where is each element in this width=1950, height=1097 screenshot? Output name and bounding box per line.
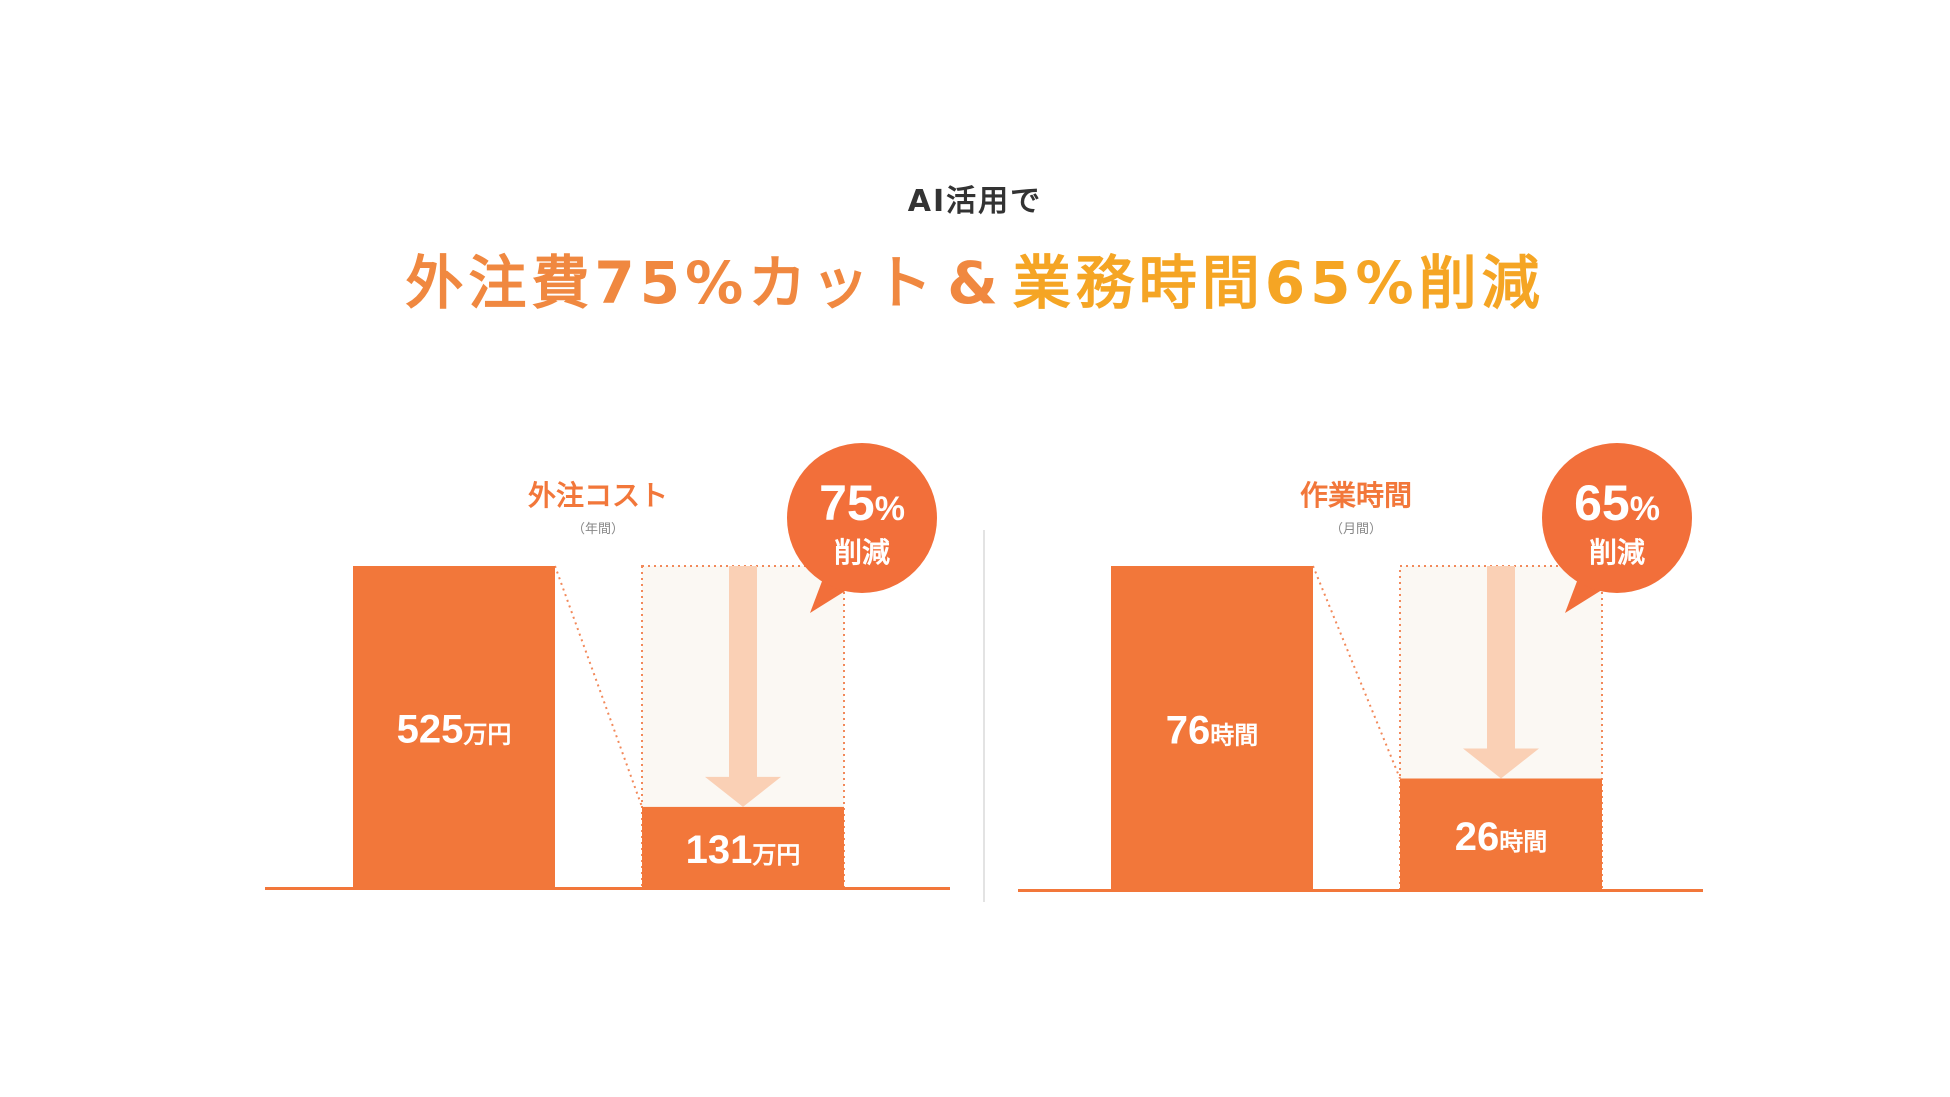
- bar-after-label-1: 131万円: [686, 828, 801, 872]
- center-divider: [983, 530, 985, 902]
- badge-label-1: 削減: [834, 536, 890, 569]
- bar-after-2: [1400, 778, 1602, 889]
- headline: 外注費75%カット & 業務時間65%削減: [0, 236, 1950, 320]
- connector-line-2: [1312, 565, 1401, 779]
- bar-after-label-2: 26時間: [1455, 815, 1548, 859]
- headline-cost-cut: 外注費75%カット: [405, 249, 938, 317]
- reduction-arrow-2: [1463, 566, 1539, 779]
- reduction-arrow-1: [705, 566, 781, 807]
- connector-line-1: [554, 565, 643, 808]
- chart-title-1: 外注コスト: [528, 479, 668, 512]
- headline-ampersand: &: [947, 249, 1003, 317]
- baseline-2: [1018, 889, 1703, 892]
- bar-before-2: [1111, 566, 1313, 889]
- chart-period-1: （年間）: [572, 522, 624, 537]
- badge-percent-2: 65%: [1574, 475, 1660, 531]
- headline-time-reduction: 業務時間65%削減: [1012, 249, 1545, 317]
- reduction-badge-1: [787, 443, 937, 593]
- subtitle: AI活用で: [907, 184, 1043, 219]
- chart-period-2: （月間）: [1330, 522, 1382, 537]
- badge-percent-1: 75%: [819, 475, 905, 531]
- reduction-badge-2: [1542, 443, 1692, 593]
- bar-before-label-1: 525万円: [397, 708, 512, 752]
- bar-before-label-2: 76時間: [1166, 709, 1259, 753]
- badge-label-2: 削減: [1589, 536, 1645, 569]
- chart-title-2: 作業時間: [1300, 479, 1412, 512]
- baseline-1: [265, 887, 950, 890]
- bar-after-1: [642, 806, 844, 887]
- bar-before-1: [353, 566, 555, 887]
